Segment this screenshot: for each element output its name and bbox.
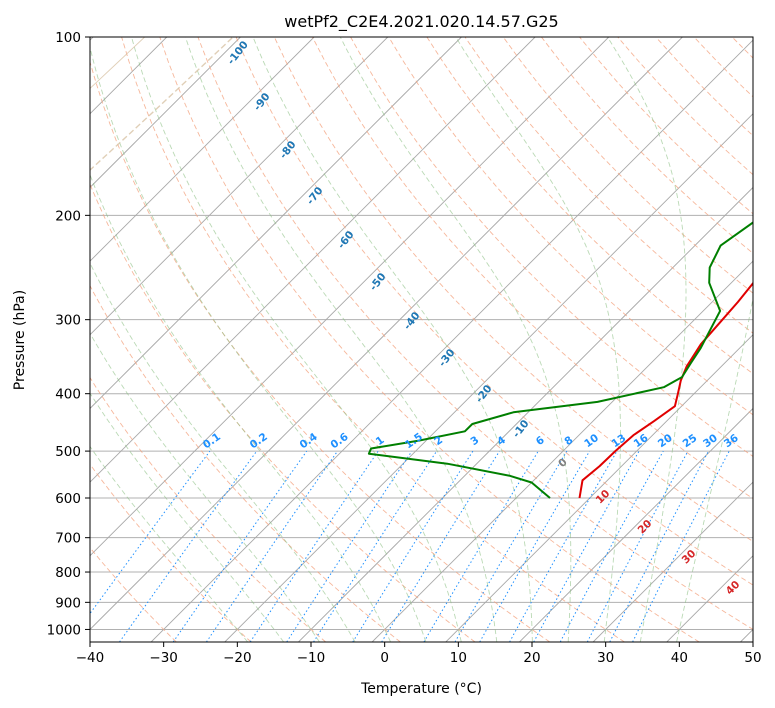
- dry-adiabat-line: [90, 463, 252, 642]
- x-tick-label: −20: [223, 650, 252, 666]
- y-tick-label: 800: [55, 565, 81, 581]
- dry-adiabat-line: [770, 37, 775, 642]
- dry-adiabat-line: [502, 37, 753, 294]
- plot-background: [90, 37, 753, 642]
- moist-adiabat-line: [607, 37, 687, 642]
- isotherm-line: [90, 37, 389, 336]
- dewpoint-profile-line: [367, 221, 753, 499]
- isotherm-line: [90, 37, 241, 189]
- dry-adiabat-line: [90, 547, 177, 642]
- background-curve: [0, 37, 56, 642]
- moist-adiabat-line: [184, 37, 498, 642]
- x-axis-label: Temperature (°C): [360, 681, 482, 697]
- y-tick-label: 500: [55, 444, 81, 460]
- moist-adiabat-line: [90, 392, 285, 642]
- x-tick-label: −10: [297, 650, 326, 666]
- isotherm-line: [445, 334, 753, 642]
- mixing-ratio-line: [286, 450, 413, 642]
- mixing-ratio-line: [205, 450, 338, 642]
- x-tick-label: 50: [744, 650, 761, 666]
- moist-adiabat-line: [90, 173, 392, 642]
- moist-adiabat-line: [90, 45, 427, 642]
- mixing-ratio-line: [249, 450, 379, 642]
- dry-adiabat-line: [426, 37, 753, 375]
- x-tick-label: 30: [597, 650, 614, 666]
- mixing-ratio-line: [533, 450, 640, 642]
- isotherm-line: [90, 37, 315, 262]
- y-tick-label: 1000: [47, 622, 81, 638]
- x-tick-label: 40: [671, 650, 688, 666]
- mixing-ratio-line: [632, 450, 730, 642]
- isotherm-line: [90, 37, 536, 483]
- x-tick-label: −40: [76, 650, 105, 666]
- mixing-ratio-line: [313, 450, 438, 642]
- x-tick-label: −30: [149, 650, 178, 666]
- isotherm-line: [90, 37, 683, 631]
- dry-adiabat-line: [90, 183, 476, 642]
- moist-adiabat-line: [676, 295, 753, 642]
- y-tick-label: 600: [55, 491, 81, 507]
- y-axis-ticks: 100 200 300 400 500 600 700 800 900 1000: [47, 30, 90, 638]
- background-grid: [0, 37, 775, 642]
- dry-adiabat-line: [197, 37, 753, 630]
- y-tick-label: 200: [55, 208, 81, 224]
- y-tick-label: 400: [55, 387, 81, 403]
- mixing-ratio-line: [90, 450, 211, 615]
- x-tick-label: 20: [523, 650, 540, 666]
- isotherm-line: [150, 39, 753, 642]
- mixing-ratio-line: [559, 450, 664, 642]
- dry-adiabat-line: [90, 284, 401, 642]
- chart-title: wetPf2_C2E4.2021.020.14.57.G25: [284, 12, 558, 32]
- mixing-ratio-line: [172, 450, 308, 642]
- mixing-ratio-line: [381, 450, 500, 642]
- dry-adiabat-line: [90, 376, 326, 642]
- y-tick-label: 900: [55, 595, 81, 611]
- y-tick-label: 700: [55, 531, 81, 547]
- isotherm-line: [371, 260, 753, 642]
- moist-adiabat-line: [252, 37, 533, 642]
- moist-adiabat-line: [90, 262, 356, 642]
- moist-adiabat-line: [131, 37, 462, 642]
- y-axis-label: Pressure (hPa): [12, 290, 28, 390]
- isotherm-line: [90, 37, 610, 557]
- y-tick-label: 100: [55, 30, 81, 46]
- mixing-ratio-line: [509, 450, 618, 642]
- dry-adiabat-line: [159, 37, 700, 642]
- y-tick-label: 300: [55, 313, 81, 329]
- x-tick-label: 10: [450, 650, 467, 666]
- x-tick-label: 0: [380, 650, 389, 666]
- dry-adiabat-line: [121, 37, 625, 642]
- dry-adiabat-line: [235, 37, 753, 586]
- plot-frame: [89, 36, 754, 643]
- dry-adiabat-line: [312, 37, 753, 500]
- isotherm-line: [224, 113, 753, 642]
- dry-adiabat-line: [388, 37, 753, 416]
- isotherm-line: [90, 37, 462, 410]
- moist-adiabat-line: [90, 332, 320, 642]
- mixing-ratio-line: [352, 450, 474, 642]
- temperature-profile-line: [578, 281, 753, 499]
- isotherm-line: [592, 481, 753, 642]
- dry-adiabat-line: [90, 60, 551, 642]
- profile-series: [367, 221, 753, 499]
- moist-adiabat-line: [455, 37, 621, 642]
- x-axis-ticks: −40 −30 −20 −10 0 10 20 30 40 50: [76, 642, 762, 666]
- isotherm-line: [519, 407, 753, 642]
- mixing-ratio-line: [119, 450, 258, 642]
